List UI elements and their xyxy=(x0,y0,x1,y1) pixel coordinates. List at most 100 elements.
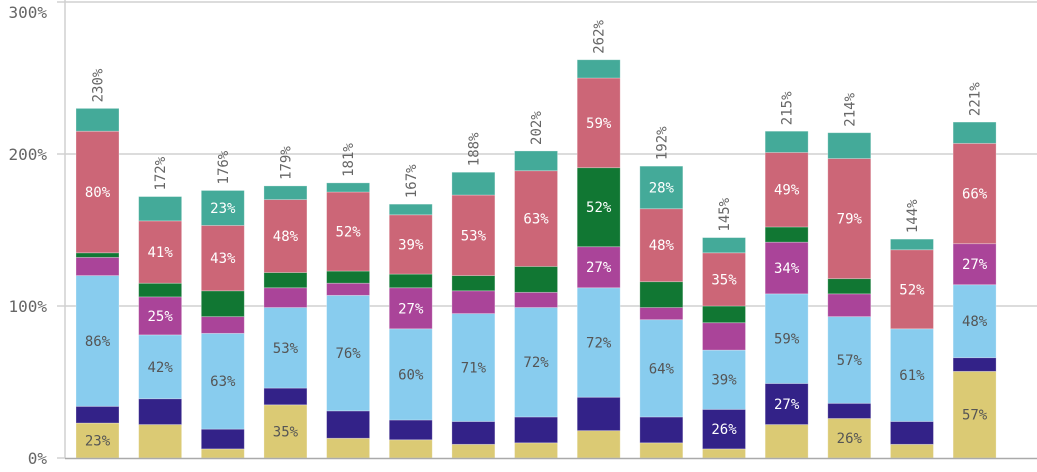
bar-segment xyxy=(702,322,746,351)
total-label: 230% xyxy=(91,68,107,102)
segment-label: 52% xyxy=(899,282,925,298)
bar-segment xyxy=(827,402,872,419)
segment-label: 57% xyxy=(837,353,863,369)
total-label: 202% xyxy=(529,111,545,145)
bar-segment xyxy=(576,396,621,432)
bar-stack: 26% 39% 35% 145% xyxy=(702,197,746,459)
bar-segment xyxy=(514,416,558,444)
bar-segment xyxy=(639,319,684,418)
bar-segment xyxy=(764,293,809,384)
bar-segment xyxy=(263,404,308,459)
bar-segment xyxy=(514,170,558,267)
bar-segment xyxy=(514,150,558,172)
segment-label: 53% xyxy=(273,341,299,357)
bar-segment xyxy=(890,249,934,330)
bar-stack: 61% 52% 144% xyxy=(890,199,934,459)
bar-segment xyxy=(200,290,245,318)
bar-segment xyxy=(764,226,809,243)
bar-segment xyxy=(263,272,308,289)
bar-stack: 42% 25% 41% 172% xyxy=(138,156,183,459)
total-label: 145% xyxy=(717,197,733,231)
bar-segment xyxy=(514,266,558,293)
segment-label: 27% xyxy=(962,257,988,273)
bar-segment xyxy=(764,241,809,295)
segment-label: 61% xyxy=(899,368,925,384)
bar-segment xyxy=(764,130,809,153)
bar-segment xyxy=(890,443,934,459)
bar-segment xyxy=(451,171,496,196)
bar-segment xyxy=(952,284,997,359)
bar-segment xyxy=(138,334,183,400)
bar-segment xyxy=(75,256,120,276)
bar-segment xyxy=(827,132,872,159)
bar-segment xyxy=(639,416,684,444)
bar-stack: 72% 63% 202% xyxy=(514,111,558,459)
bar-segment xyxy=(138,296,183,336)
segment-label: 66% xyxy=(962,187,988,203)
bar-segment xyxy=(827,293,872,318)
bar-segment xyxy=(952,121,997,144)
segment-label: 48% xyxy=(962,314,988,330)
bar-stack: 27% 59% 34% 49% 215% xyxy=(764,91,809,459)
bar-segment xyxy=(388,439,433,459)
bar-segment xyxy=(75,130,120,254)
bar-segment xyxy=(827,418,872,459)
total-label: 188% xyxy=(466,132,482,166)
total-label: 144% xyxy=(905,199,921,233)
bar-segment xyxy=(702,448,746,459)
bar-segment xyxy=(451,421,496,445)
bar-segment xyxy=(514,307,558,418)
segment-label: 53% xyxy=(461,228,487,244)
bar-segment xyxy=(75,405,120,424)
bar-segment xyxy=(326,437,371,459)
total-label: 214% xyxy=(842,92,858,126)
bar-segment xyxy=(639,442,684,459)
total-label: 167% xyxy=(404,164,420,198)
bar-segment xyxy=(702,349,746,410)
bar-stack: 63% 43% 23% 176% xyxy=(200,150,245,459)
bar-stack: 57% 48% 27% 66% 221% xyxy=(952,82,997,459)
total-label: 215% xyxy=(780,91,796,125)
bar-segment xyxy=(451,194,496,276)
segment-label: 34% xyxy=(774,261,800,277)
bar-segment xyxy=(576,167,621,248)
segment-label: 27% xyxy=(398,301,424,317)
bar-segment xyxy=(75,422,120,459)
segment-label: 76% xyxy=(335,346,361,362)
bar-stack: 64% 48% 28% 192% xyxy=(639,126,684,459)
bar-segment xyxy=(388,273,433,289)
segment-label: 63% xyxy=(210,374,236,390)
bar-segment xyxy=(451,443,496,459)
bar-segment xyxy=(138,282,183,298)
segment-label: 49% xyxy=(774,183,800,199)
segment-label: 28% xyxy=(649,180,675,196)
segment-label: 59% xyxy=(774,332,800,348)
bar-segment xyxy=(576,77,621,169)
segment-label: 41% xyxy=(148,245,174,261)
segment-label: 86% xyxy=(85,334,111,350)
segment-label: 72% xyxy=(586,335,612,351)
bar-segment xyxy=(702,408,746,450)
bar-segment xyxy=(263,307,308,389)
bar-segment xyxy=(514,291,558,308)
bar-segment xyxy=(326,270,371,284)
bar-stack: 76% 52% 181% xyxy=(326,143,371,459)
bar-segment xyxy=(451,313,496,422)
bar-segment xyxy=(451,290,496,314)
bar-segment xyxy=(263,185,308,200)
bar-segment xyxy=(702,237,746,254)
bar-segment xyxy=(326,410,371,439)
bar-stack: 23% 86% 80% 230% xyxy=(75,68,120,459)
bar-segment xyxy=(75,108,120,132)
segment-label: 35% xyxy=(273,424,299,440)
segment-label: 26% xyxy=(837,431,863,447)
segment-label: 80% xyxy=(85,185,111,201)
bars: 23% 86% 80% 230% 42% 25% 41% 172% 63% 43% 23% 176% 3… xyxy=(75,19,997,459)
bar-segment xyxy=(138,196,183,222)
bar-segment xyxy=(200,448,245,459)
bar-segment xyxy=(576,430,621,459)
bar-segment xyxy=(952,243,997,286)
bar-segment xyxy=(388,419,433,441)
bar-segment xyxy=(702,305,746,324)
